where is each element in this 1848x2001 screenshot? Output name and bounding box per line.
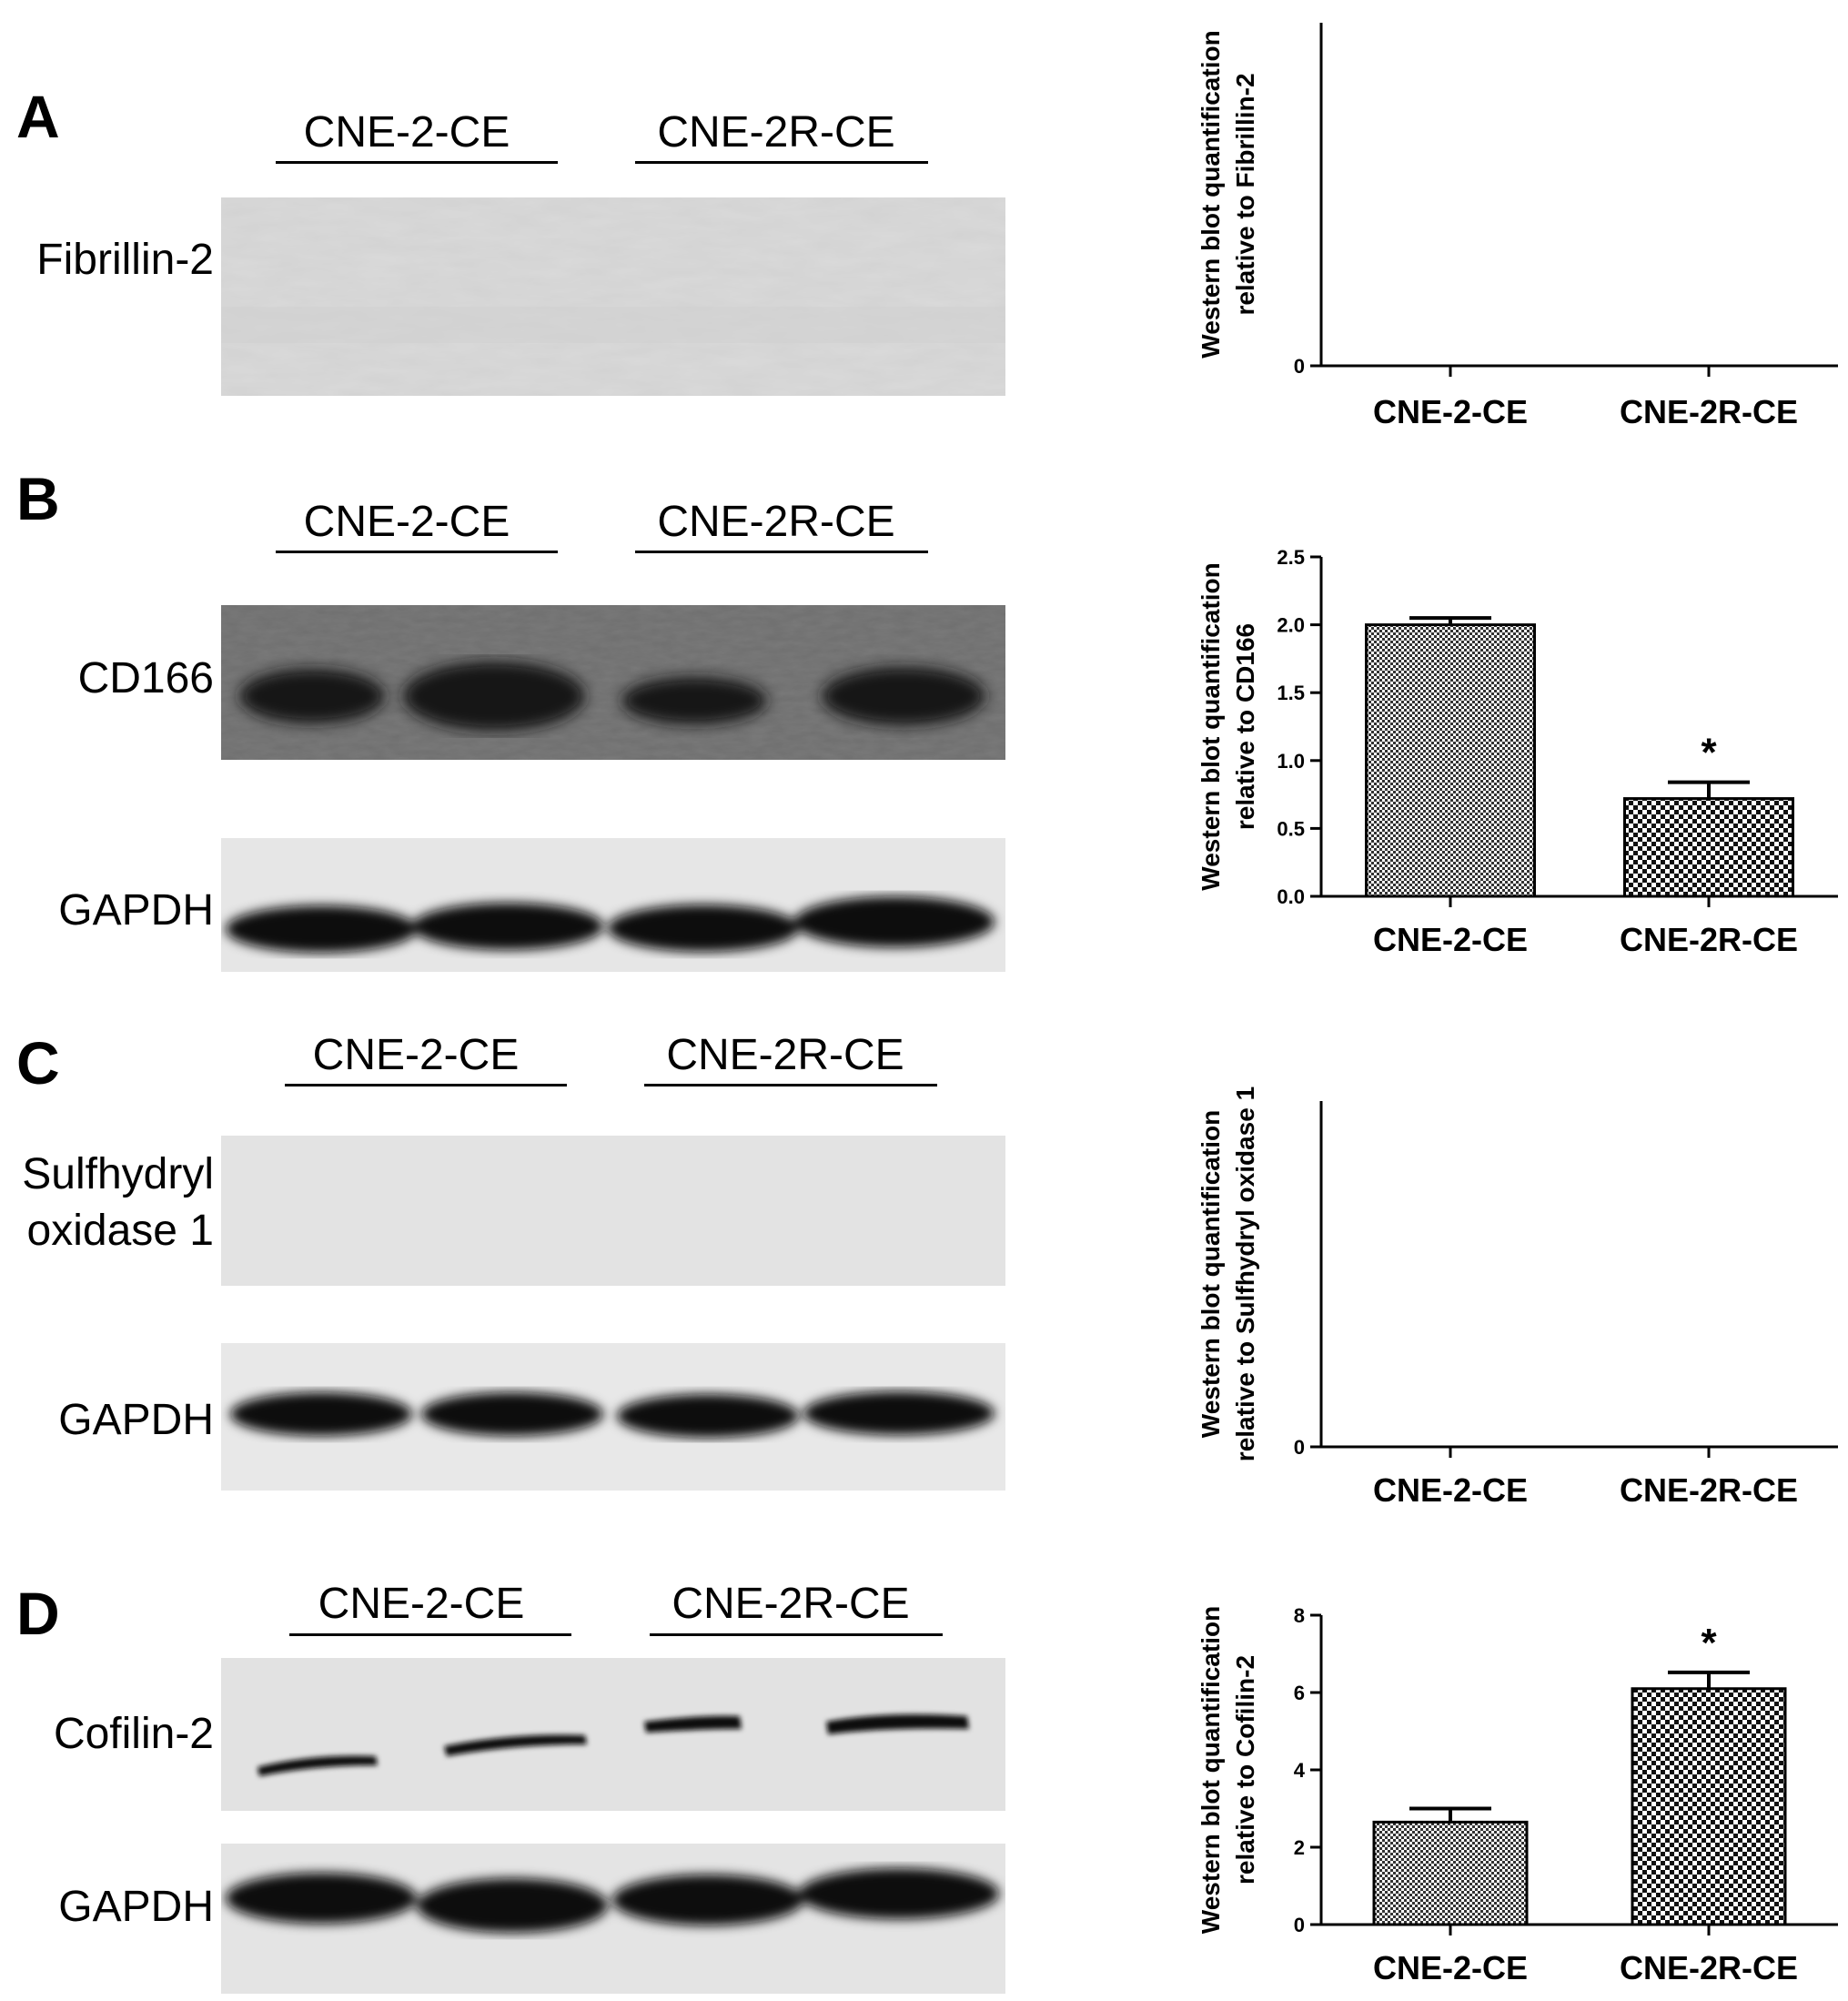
panel-a-group-2-label: CNE-2R-CE bbox=[657, 108, 895, 157]
panel-a-group-2-line bbox=[635, 161, 928, 164]
y-tick-label: 6 bbox=[1294, 1682, 1305, 1704]
y-tick-label: 2 bbox=[1294, 1836, 1305, 1859]
y-tick-label: 4 bbox=[1294, 1759, 1306, 1782]
panel-letter-d: D bbox=[16, 1580, 60, 1647]
y-tick-label: 0 bbox=[1294, 355, 1305, 378]
blot-image-sulfhydryl-oxidase-1 bbox=[221, 1136, 1005, 1286]
bar bbox=[1365, 623, 1536, 898]
y-axis-label: Western blot quantification bbox=[1197, 30, 1225, 358]
x-tick-label: CNE-2R-CE bbox=[1620, 1949, 1798, 1986]
blot-image-cofilin-2 bbox=[221, 1658, 1005, 1811]
chart-b-cd166: 0.0 0.5 1.0 1.5 2.0 2.5 Western blot quantific… bbox=[1197, 546, 1838, 958]
panel-c-group-2-label: CNE-2R-CE bbox=[666, 1031, 904, 1079]
y-tick-label: 2.0 bbox=[1277, 614, 1305, 637]
panel-d-group-1-label: CNE-2-CE bbox=[318, 1580, 525, 1628]
x-tick-label: CNE-2R-CE bbox=[1620, 1471, 1798, 1509]
y-tick-label: 0.0 bbox=[1277, 885, 1305, 908]
panel-d-group-1-line bbox=[289, 1633, 571, 1636]
blot-image-cd166 bbox=[221, 605, 1005, 760]
blot-label-gapdh-c: GAPDH bbox=[58, 1396, 214, 1444]
panel-d-group-2-label: CNE-2R-CE bbox=[672, 1580, 910, 1628]
x-tick-label: CNE-2R-CE bbox=[1620, 393, 1798, 430]
bar bbox=[1623, 797, 1794, 898]
blot-image-fibrillin-2 bbox=[221, 197, 1005, 396]
bar bbox=[1372, 1820, 1529, 1926]
panel-d-group-2-line bbox=[650, 1633, 943, 1636]
chart-a-fibrillin-2: 0 Western blot quantification relative to … bbox=[1197, 23, 1838, 430]
panel-letter-b: B bbox=[16, 465, 60, 532]
panel-c-group-2-line bbox=[644, 1084, 937, 1086]
significance-marker: * bbox=[1701, 1621, 1717, 1665]
y-tick-label: 8 bbox=[1294, 1604, 1305, 1627]
panel-letter-a: A bbox=[16, 83, 60, 150]
blot-label-cd166: CD166 bbox=[77, 654, 214, 702]
bar bbox=[1631, 1687, 1787, 1926]
y-axis-label: Western blot quantification bbox=[1197, 562, 1225, 890]
y-tick-label: 0 bbox=[1294, 1436, 1305, 1459]
x-tick-label: CNE-2-CE bbox=[1373, 1949, 1528, 1986]
blot-image-gapdh-d bbox=[221, 1844, 1005, 1994]
blot-image-gapdh-c bbox=[221, 1343, 1005, 1491]
blot-label-gapdh-b: GAPDH bbox=[58, 886, 214, 935]
y-axis-label: relative to Sulfhydryl oxidase 1 bbox=[1231, 1086, 1259, 1461]
y-tick-label: 0 bbox=[1294, 1914, 1305, 1936]
y-axis-label: relative to Cofilin-2 bbox=[1231, 1655, 1259, 1885]
panel-b-group-2-line bbox=[635, 551, 928, 553]
x-tick-label: CNE-2-CE bbox=[1373, 921, 1528, 958]
x-tick-label: CNE-2-CE bbox=[1373, 1471, 1528, 1509]
significance-marker: * bbox=[1701, 731, 1717, 775]
panel-b-group-1-label: CNE-2-CE bbox=[303, 498, 510, 546]
panel-b-group-2-label: CNE-2R-CE bbox=[657, 498, 895, 546]
y-tick-label: 1.5 bbox=[1277, 682, 1305, 704]
y-axis-label: Western blot quantification bbox=[1197, 1606, 1225, 1934]
y-tick-label: 0.5 bbox=[1277, 817, 1305, 840]
chart-d-cofilin-2: 0 2 4 6 8 Western blot quantification relative… bbox=[1197, 1604, 1838, 1986]
panel-a-group-1-label: CNE-2-CE bbox=[303, 108, 510, 157]
y-tick-label: 1.0 bbox=[1277, 750, 1305, 773]
panel-letter-c: C bbox=[16, 1029, 60, 1097]
panel-c-group-1-line bbox=[285, 1084, 567, 1086]
panel-a-group-1-line bbox=[276, 161, 558, 164]
blot-label-cofilin-2: Cofilin-2 bbox=[53, 1710, 214, 1758]
y-axis-label: Western blot quantification bbox=[1197, 1110, 1225, 1438]
y-axis-label: relative to CD166 bbox=[1231, 623, 1259, 830]
x-tick-label: CNE-2R-CE bbox=[1620, 921, 1798, 958]
y-tick-label: 2.5 bbox=[1277, 546, 1305, 569]
blot-label-gapdh-d: GAPDH bbox=[58, 1883, 214, 1931]
blot-label-fibrillin-2: Fibrillin-2 bbox=[36, 236, 214, 284]
blot-image-gapdh-b bbox=[221, 838, 1005, 972]
chart-c-sulfhydryl-oxidase-1: 0 Western blot quantification relative to … bbox=[1197, 1086, 1838, 1509]
panel-b-group-1-line bbox=[276, 551, 558, 553]
y-axis-label: relative to Fibrillin-2 bbox=[1231, 73, 1259, 315]
blot-label-sulfhydryl-oxidase-1: Sulfhydryl oxidase 1 bbox=[22, 1150, 214, 1256]
x-tick-label: CNE-2-CE bbox=[1373, 393, 1528, 430]
panel-c-group-1-label: CNE-2-CE bbox=[312, 1031, 520, 1079]
